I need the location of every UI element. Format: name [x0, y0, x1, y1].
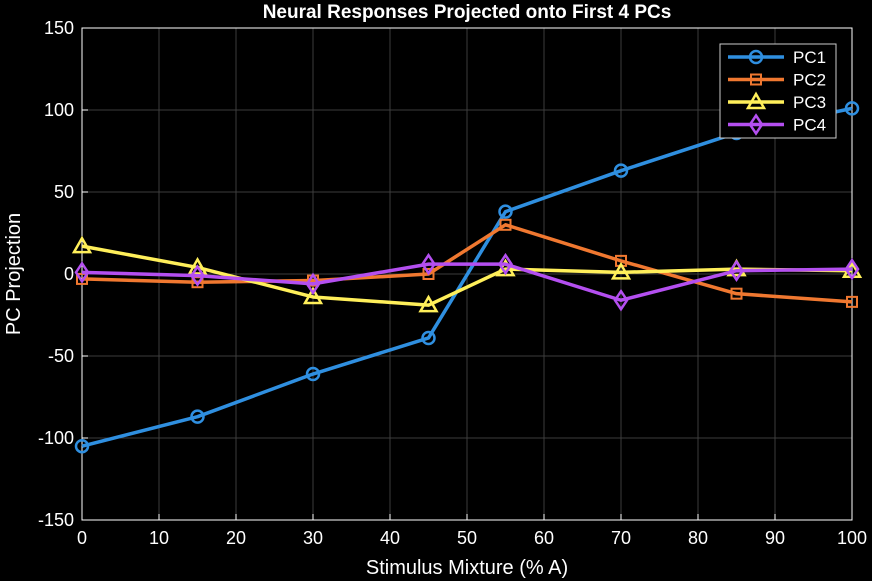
pc4-point — [844, 257, 860, 281]
y-tick-label: 0 — [64, 264, 74, 284]
pc3-point — [71, 235, 93, 254]
pc4-line — [81, 262, 853, 302]
pc2-point — [730, 287, 743, 300]
y-tick-label: 150 — [44, 18, 74, 38]
pc3-point — [610, 261, 632, 280]
pc2-point — [422, 268, 435, 280]
pc4-point — [420, 252, 437, 276]
y-tick-label: 50 — [54, 182, 74, 202]
series-group — [71, 101, 863, 454]
y-tick-label: -150 — [38, 510, 74, 530]
legend-item-pc2: PC2 — [728, 71, 826, 90]
pc3-point — [418, 294, 439, 313]
x-tick-label: 40 — [380, 528, 400, 548]
pc2-point — [499, 218, 512, 231]
x-axis-label: Stimulus Mixture (% A) — [366, 557, 568, 579]
legend-swatch-marker — [750, 73, 762, 86]
pc2-line — [81, 223, 853, 304]
pc4-point — [613, 288, 629, 312]
legend: PC1 PC2 PC3 PC4 — [719, 43, 837, 139]
legend-item-pc4: PC4 — [728, 113, 826, 136]
legend-label: PC4 — [793, 116, 826, 135]
x-tick-label: 70 — [611, 528, 631, 548]
y-axis-label: PC Projection — [3, 213, 25, 335]
legend-item-pc1: PC1 — [728, 48, 826, 67]
x-tick-label: 50 — [457, 528, 477, 548]
pc3-point — [302, 286, 324, 305]
pc1-point — [190, 409, 205, 424]
legend-swatch-marker — [745, 91, 767, 110]
x-tick-label: 30 — [303, 528, 323, 548]
x-axis-ticks: 0 10 20 30 40 50 60 70 80 90 100 — [77, 514, 867, 548]
pc1-point — [498, 204, 513, 219]
legend-label: PC2 — [793, 71, 826, 90]
pc1-point — [613, 163, 629, 178]
pc3-point — [187, 256, 208, 275]
x-tick-label: 60 — [534, 528, 554, 548]
legend-box — [719, 43, 837, 139]
pc4-point — [497, 252, 514, 276]
legend-swatch-marker — [748, 49, 764, 65]
pc1-point — [305, 366, 321, 382]
legend-swatch-marker — [748, 113, 764, 136]
y-tick-label: -100 — [38, 428, 74, 448]
x-tick-label: 80 — [688, 528, 708, 548]
pc4-point — [305, 272, 321, 296]
pc1-point — [421, 330, 436, 346]
y-tick-label: 100 — [44, 100, 74, 120]
legend-item-pc3: PC3 — [728, 91, 826, 112]
y-tick-label: -50 — [48, 346, 74, 366]
legend-label: PC3 — [793, 93, 826, 112]
chart-title: Neural Responses Projected onto First 4 … — [263, 2, 672, 23]
pc1-point — [844, 101, 860, 116]
pc4-point — [74, 261, 90, 284]
x-tick-label: 10 — [149, 528, 169, 548]
pc4-point — [728, 259, 745, 282]
x-tick-label: 100 — [837, 528, 867, 548]
pc1-point — [74, 438, 90, 454]
pc2-point — [846, 295, 858, 308]
pc1-line — [81, 106, 853, 448]
y-axis-ticks: -150 -100 -50 0 50 100 150 — [38, 18, 88, 530]
pc3-line — [81, 244, 853, 307]
legend-label: PC1 — [793, 48, 826, 67]
pc4-series — [74, 252, 860, 312]
x-tick-label: 90 — [765, 528, 785, 548]
pc4-point — [189, 264, 206, 287]
x-tick-label: 20 — [226, 528, 246, 548]
x-tick-label: 0 — [77, 528, 87, 548]
